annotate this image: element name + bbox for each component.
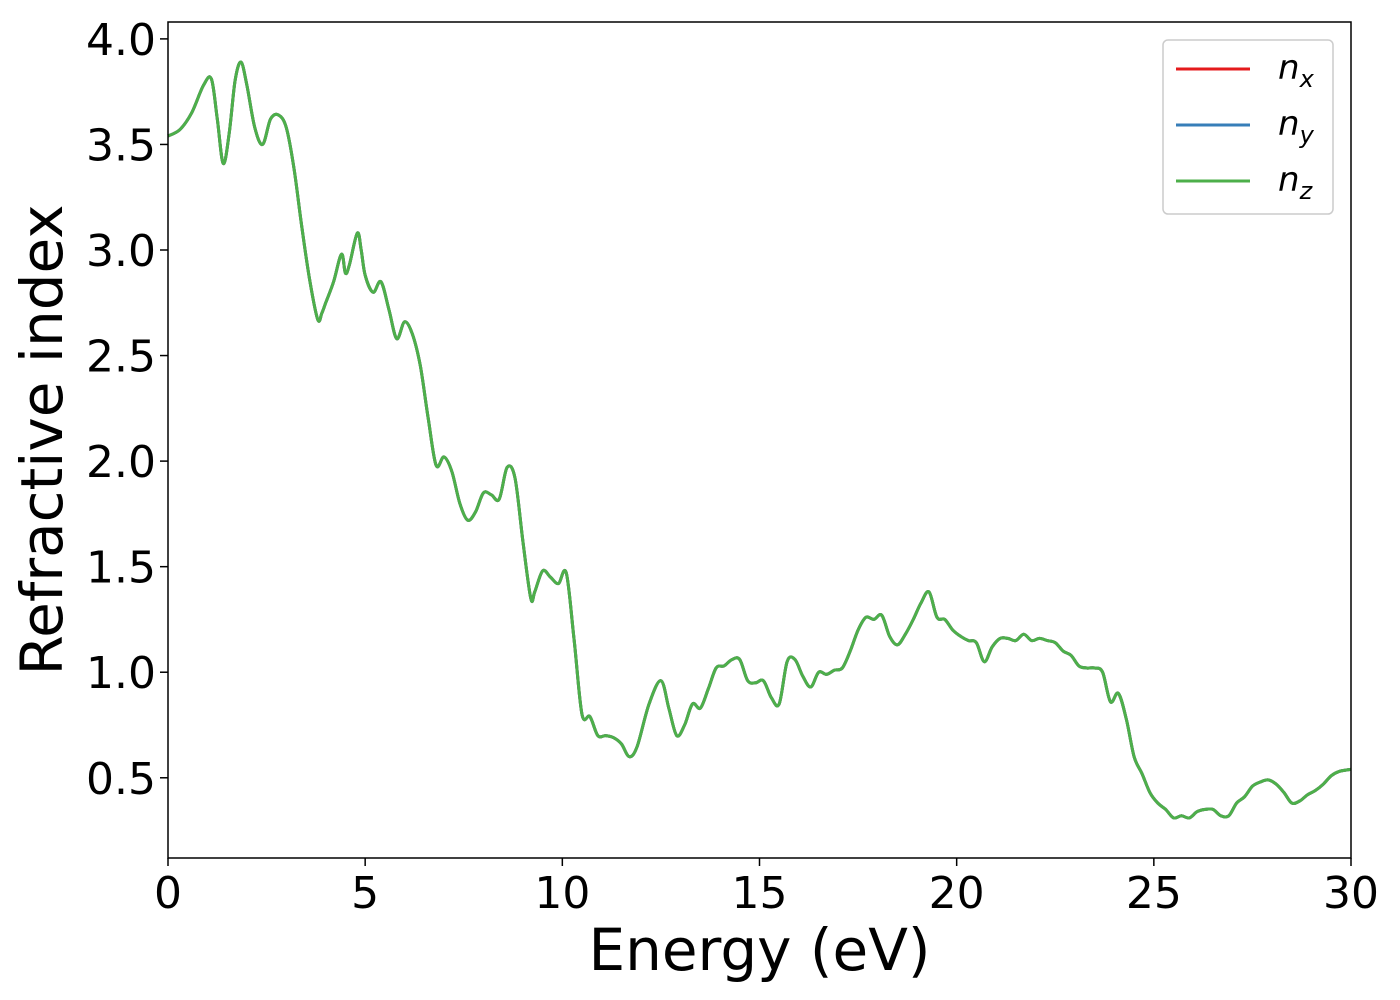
- legend-label: nz: [1278, 160, 1314, 205]
- y-tick-label: 4.0: [86, 15, 156, 66]
- x-tick-label: 15: [732, 868, 788, 919]
- legend-label: nx: [1278, 48, 1315, 93]
- x-tick-label: 0: [154, 868, 182, 919]
- series-line-nz: [167, 60, 1352, 820]
- legend-label: ny: [1278, 104, 1315, 149]
- x-tick-label: 30: [1323, 868, 1379, 919]
- y-tick-label: 3.5: [86, 120, 156, 171]
- x-tick-label: 5: [351, 868, 379, 919]
- x-tick-label: 20: [929, 868, 985, 919]
- y-tick-label: 1.5: [86, 543, 156, 594]
- series-layer: [167, 60, 1352, 820]
- x-tick-label: 10: [534, 868, 590, 919]
- y-tick-label: 3.0: [86, 226, 156, 277]
- legend: nx ny nz: [1162, 39, 1334, 215]
- x-tick-label: 25: [1126, 868, 1182, 919]
- x-axis-label: Energy (eV): [588, 916, 930, 984]
- ticks-layer: 0 5 10 15 20 25 30 0.5 1.0 1.5 2.0 2.5 3.0 3.5 4.0: [86, 15, 1379, 919]
- legend-box: [1162, 39, 1334, 215]
- plot-frame: [167, 21, 1352, 859]
- y-tick-label: 2.5: [86, 332, 156, 383]
- y-tick-label: 0.5: [86, 754, 156, 805]
- y-tick-label: 2.0: [86, 437, 156, 488]
- y-tick-label: 1.0: [86, 648, 156, 699]
- y-axis-label: Refractive index: [8, 204, 76, 675]
